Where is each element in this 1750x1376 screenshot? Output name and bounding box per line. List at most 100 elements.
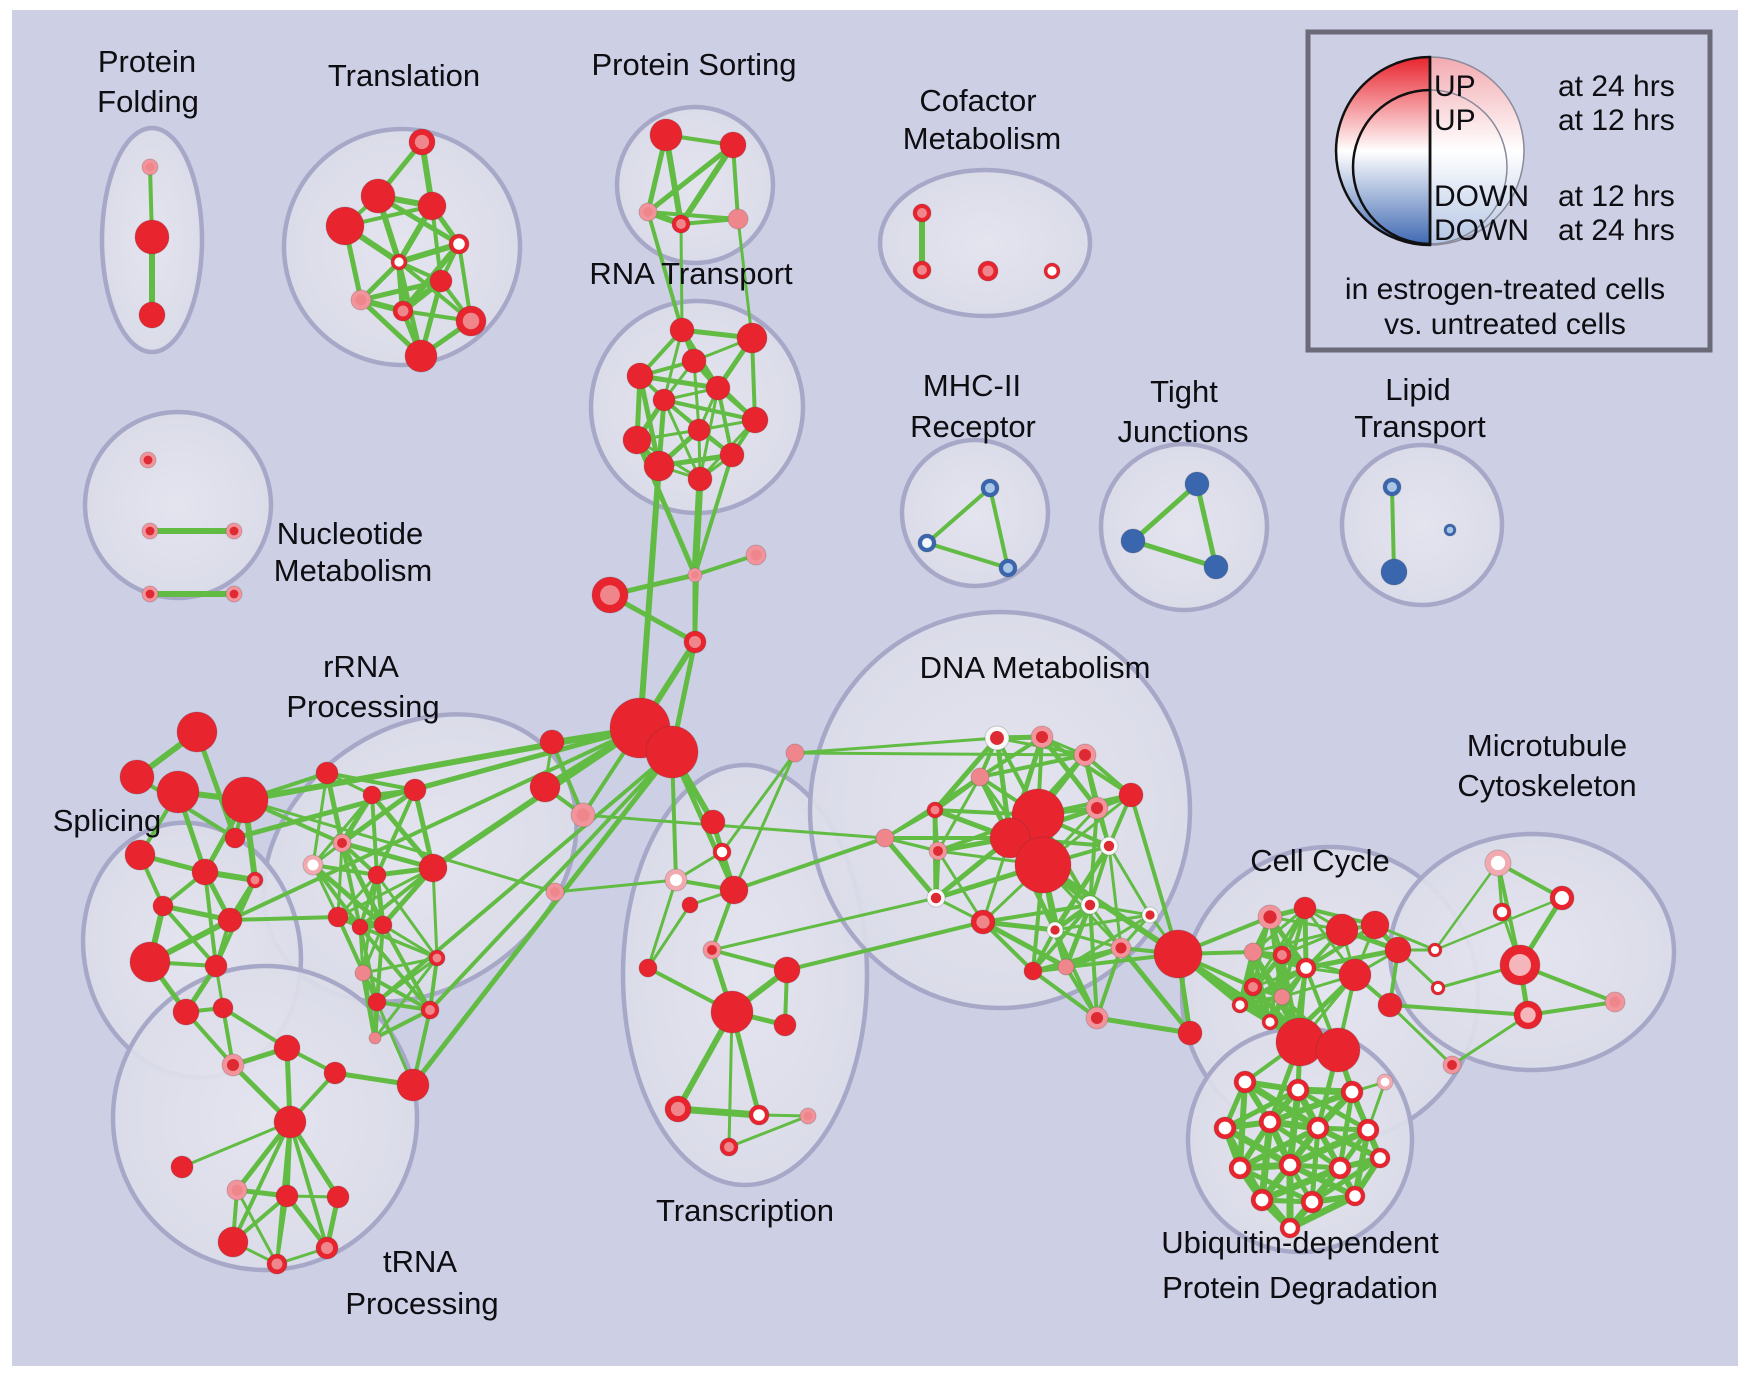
network-node-outer-64 bbox=[217, 907, 243, 933]
network-node-inner-174 bbox=[1380, 1077, 1390, 1087]
network-node-outer-145 bbox=[1273, 988, 1291, 1006]
legend-time-1: at 12 hrs bbox=[1558, 104, 1675, 137]
cluster-label-16: Processing bbox=[286, 689, 439, 724]
network-node-inner-38 bbox=[917, 265, 927, 275]
network-mesh-edge bbox=[358, 925, 379, 1004]
network-node-outer-15 bbox=[719, 131, 747, 159]
network-node-outer-84 bbox=[529, 771, 561, 803]
network-node-inner-50 bbox=[143, 455, 153, 465]
network-node-inner-156 bbox=[1433, 983, 1443, 993]
cluster-label-4: RNA Transport bbox=[589, 256, 793, 291]
network-node-inner-17 bbox=[676, 219, 686, 229]
network-mesh-edge bbox=[1053, 913, 1152, 932]
network-node-outer-138 bbox=[1153, 929, 1203, 979]
cluster-label-17: Splicing bbox=[53, 803, 162, 838]
cluster-label-9: Tight bbox=[1150, 374, 1218, 409]
network-edge bbox=[988, 486, 1010, 570]
network-node-inner-101 bbox=[716, 846, 728, 858]
network-node-outer-74 bbox=[418, 853, 448, 883]
network-node-outer-57 bbox=[224, 827, 246, 849]
network-edge bbox=[553, 878, 678, 894]
network-mesh-edge bbox=[1031, 969, 1099, 1020]
network-mesh-edge bbox=[1309, 1155, 1383, 1205]
network-mesh-edge bbox=[339, 787, 418, 846]
network-node-inner-0 bbox=[145, 162, 155, 172]
network-node-outer-61 bbox=[191, 858, 219, 886]
network-node-outer-149 bbox=[1384, 936, 1412, 964]
network-node-inner-43 bbox=[1003, 563, 1013, 573]
network-edge bbox=[228, 726, 642, 922]
cluster-label-0: Protein bbox=[98, 44, 196, 79]
network-node-outer-66 bbox=[204, 954, 228, 978]
network-node-inner-146 bbox=[1235, 1000, 1245, 1010]
network-node-outer-104 bbox=[681, 896, 699, 914]
network-node-inner-10 bbox=[355, 294, 367, 306]
cluster-label-1: Folding bbox=[97, 84, 199, 119]
network-edge bbox=[925, 486, 992, 545]
legend-status-0: UP bbox=[1434, 70, 1476, 103]
network-node-inner-113 bbox=[724, 1142, 734, 1152]
network-edge bbox=[410, 749, 675, 1088]
network-mesh-edge bbox=[1287, 1162, 1358, 1199]
network-mesh-edge bbox=[980, 919, 1058, 933]
network-node-outer-96 bbox=[326, 1185, 350, 1209]
network-node-outer-140 bbox=[1293, 896, 1317, 920]
cluster-label-22: Transcription bbox=[656, 1193, 834, 1228]
cluster-label-7: MHC-II bbox=[923, 368, 1021, 403]
network-node-outer-126 bbox=[1014, 836, 1072, 894]
legend-time-2: at 12 hrs bbox=[1558, 180, 1675, 213]
network-node-outer-20 bbox=[736, 322, 768, 354]
network-node-outer-97 bbox=[217, 1226, 249, 1258]
network-node-inner-151 bbox=[1265, 1017, 1275, 1027]
network-node-outer-26 bbox=[622, 425, 652, 455]
network-node-outer-67 bbox=[172, 998, 200, 1026]
network-node-outer-44 bbox=[1184, 471, 1210, 497]
network-mesh-edge bbox=[396, 241, 462, 265]
network-node-inner-119 bbox=[930, 805, 940, 815]
network-mesh-edge bbox=[1303, 947, 1401, 971]
cluster-bubble-8 bbox=[82, 409, 274, 601]
network-node-outer-100 bbox=[700, 809, 726, 835]
network-node-inner-88 bbox=[226, 1058, 240, 1072]
legend-footer-0: in estrogen-treated cells bbox=[1345, 273, 1665, 306]
network-mesh-edge bbox=[981, 903, 1092, 924]
cluster-label-18: DNA Metabolism bbox=[920, 650, 1151, 685]
network-edge bbox=[375, 750, 674, 1004]
network-mesh-edge bbox=[936, 849, 985, 924]
network-node-inner-170 bbox=[1255, 1193, 1269, 1207]
network-node-outer-21 bbox=[681, 348, 707, 374]
cluster-label-19: Cell Cycle bbox=[1250, 843, 1390, 878]
network-node-inner-176 bbox=[1555, 891, 1569, 905]
network-mesh-edge bbox=[339, 840, 386, 928]
network-node-outer-75 bbox=[327, 906, 349, 928]
network-node-inner-106 bbox=[707, 945, 717, 955]
legend-status-1: UP bbox=[1434, 104, 1476, 137]
network-mesh-edge bbox=[325, 771, 417, 792]
network-node-inner-167 bbox=[1283, 1158, 1297, 1172]
network-mesh-edge bbox=[336, 866, 435, 919]
network-node-outer-30 bbox=[687, 466, 713, 492]
network-mesh-edge bbox=[1118, 945, 1193, 1036]
cluster-bubble-7 bbox=[1339, 442, 1505, 608]
network-node-outer-123 bbox=[875, 828, 895, 848]
network-node-outer-5 bbox=[417, 191, 447, 221]
network-mesh-edge bbox=[235, 1188, 279, 1266]
network-node-outer-133 bbox=[1023, 961, 1043, 981]
network-node-outer-22 bbox=[626, 362, 654, 390]
network-mesh-edge bbox=[1286, 1126, 1372, 1169]
network-mesh-edge bbox=[1286, 1192, 1359, 1232]
network-node-inner-7 bbox=[453, 238, 465, 250]
network-node-outer-56 bbox=[119, 759, 155, 795]
network-node-inner-82 bbox=[425, 1005, 435, 1015]
cluster-label-24: Processing bbox=[345, 1286, 498, 1321]
network-node-inner-161 bbox=[1345, 1085, 1359, 1099]
network-node-inner-128 bbox=[930, 892, 942, 904]
network-node-inner-81 bbox=[432, 953, 442, 963]
cluster-label-15: rRNA bbox=[323, 649, 399, 684]
network-node-outer-79 bbox=[367, 992, 387, 1012]
network-mesh-edge bbox=[381, 923, 439, 960]
network-node-inner-53 bbox=[145, 589, 155, 599]
network-edge bbox=[1450, 1013, 1530, 1067]
network-node-inner-143 bbox=[1300, 962, 1312, 974]
